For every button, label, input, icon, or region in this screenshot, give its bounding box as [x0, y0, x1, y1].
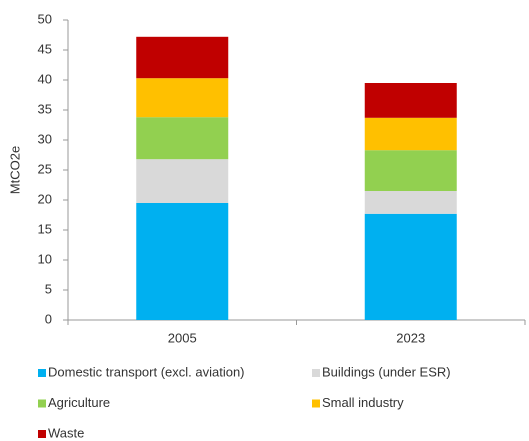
y-tick-label: 20	[38, 191, 52, 206]
legend-swatch	[38, 369, 46, 377]
bar-segment	[364, 117, 457, 151]
legend-swatch	[38, 399, 46, 408]
legend-swatch	[312, 399, 320, 408]
bar-segment	[136, 117, 229, 160]
y-tick-label: 15	[38, 221, 52, 236]
x-tick-label: 2005	[168, 330, 197, 345]
y-tick-label: 10	[38, 251, 52, 266]
y-tick-label: 50	[38, 11, 52, 26]
bar-segment	[136, 159, 229, 203]
y-axis-label: MtCO2e	[7, 146, 22, 194]
legend-swatch	[312, 369, 320, 377]
legend-label: Buildings (under ESR)	[322, 364, 451, 379]
y-tick-label: 25	[38, 161, 52, 176]
y-tick-label: 0	[45, 311, 52, 326]
bar-segment	[364, 83, 457, 118]
x-tick-label: 2023	[396, 330, 425, 345]
legend-label: Waste	[48, 425, 84, 440]
y-tick-label: 45	[38, 41, 52, 56]
y-tick-label: 35	[38, 101, 52, 116]
y-tick-label: 30	[38, 131, 52, 146]
bar-segment	[364, 191, 457, 214]
bar-segment	[136, 78, 229, 118]
legend-swatch	[38, 430, 46, 438]
bar-segment	[364, 213, 457, 320]
legend-label: Agriculture	[48, 395, 110, 410]
y-tick-label: 40	[38, 71, 52, 86]
bar-segment	[136, 203, 229, 320]
legend-label: Domestic transport (excl. aviation)	[48, 364, 245, 379]
bar-segment	[136, 36, 229, 79]
y-tick-label: 5	[45, 281, 52, 296]
legend-label: Small industry	[322, 395, 404, 410]
bar-segment	[364, 150, 457, 191]
